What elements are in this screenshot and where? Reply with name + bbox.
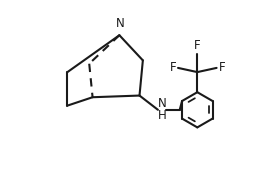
Text: N
H: N H [158,97,167,122]
Text: F: F [219,61,225,74]
Text: N: N [116,17,125,30]
Text: F: F [169,61,176,74]
Text: F: F [194,39,201,52]
